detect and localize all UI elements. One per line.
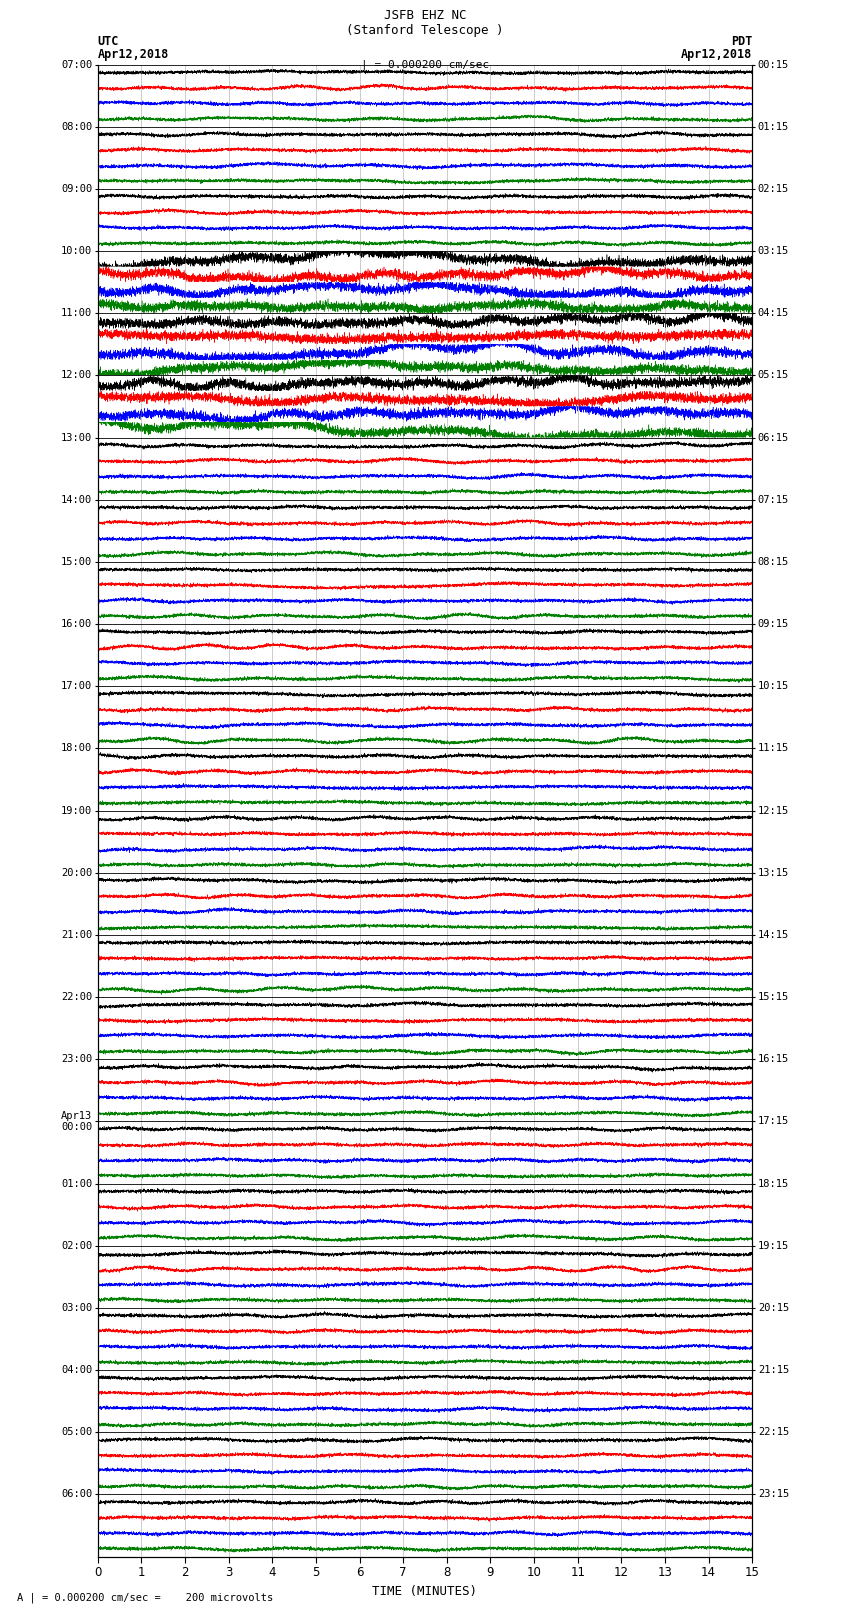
- Text: PDT: PDT: [731, 35, 752, 48]
- Title: JSFB EHZ NC
(Stanford Telescope ): JSFB EHZ NC (Stanford Telescope ): [346, 8, 504, 37]
- Text: Apr12,2018: Apr12,2018: [681, 48, 752, 61]
- X-axis label: TIME (MINUTES): TIME (MINUTES): [372, 1586, 478, 1598]
- Text: A | = 0.000200 cm/sec =    200 microvolts: A | = 0.000200 cm/sec = 200 microvolts: [17, 1592, 273, 1603]
- Text: | = 0.000200 cm/sec: | = 0.000200 cm/sec: [361, 60, 489, 71]
- Text: UTC: UTC: [98, 35, 119, 48]
- Text: Apr12,2018: Apr12,2018: [98, 48, 169, 61]
